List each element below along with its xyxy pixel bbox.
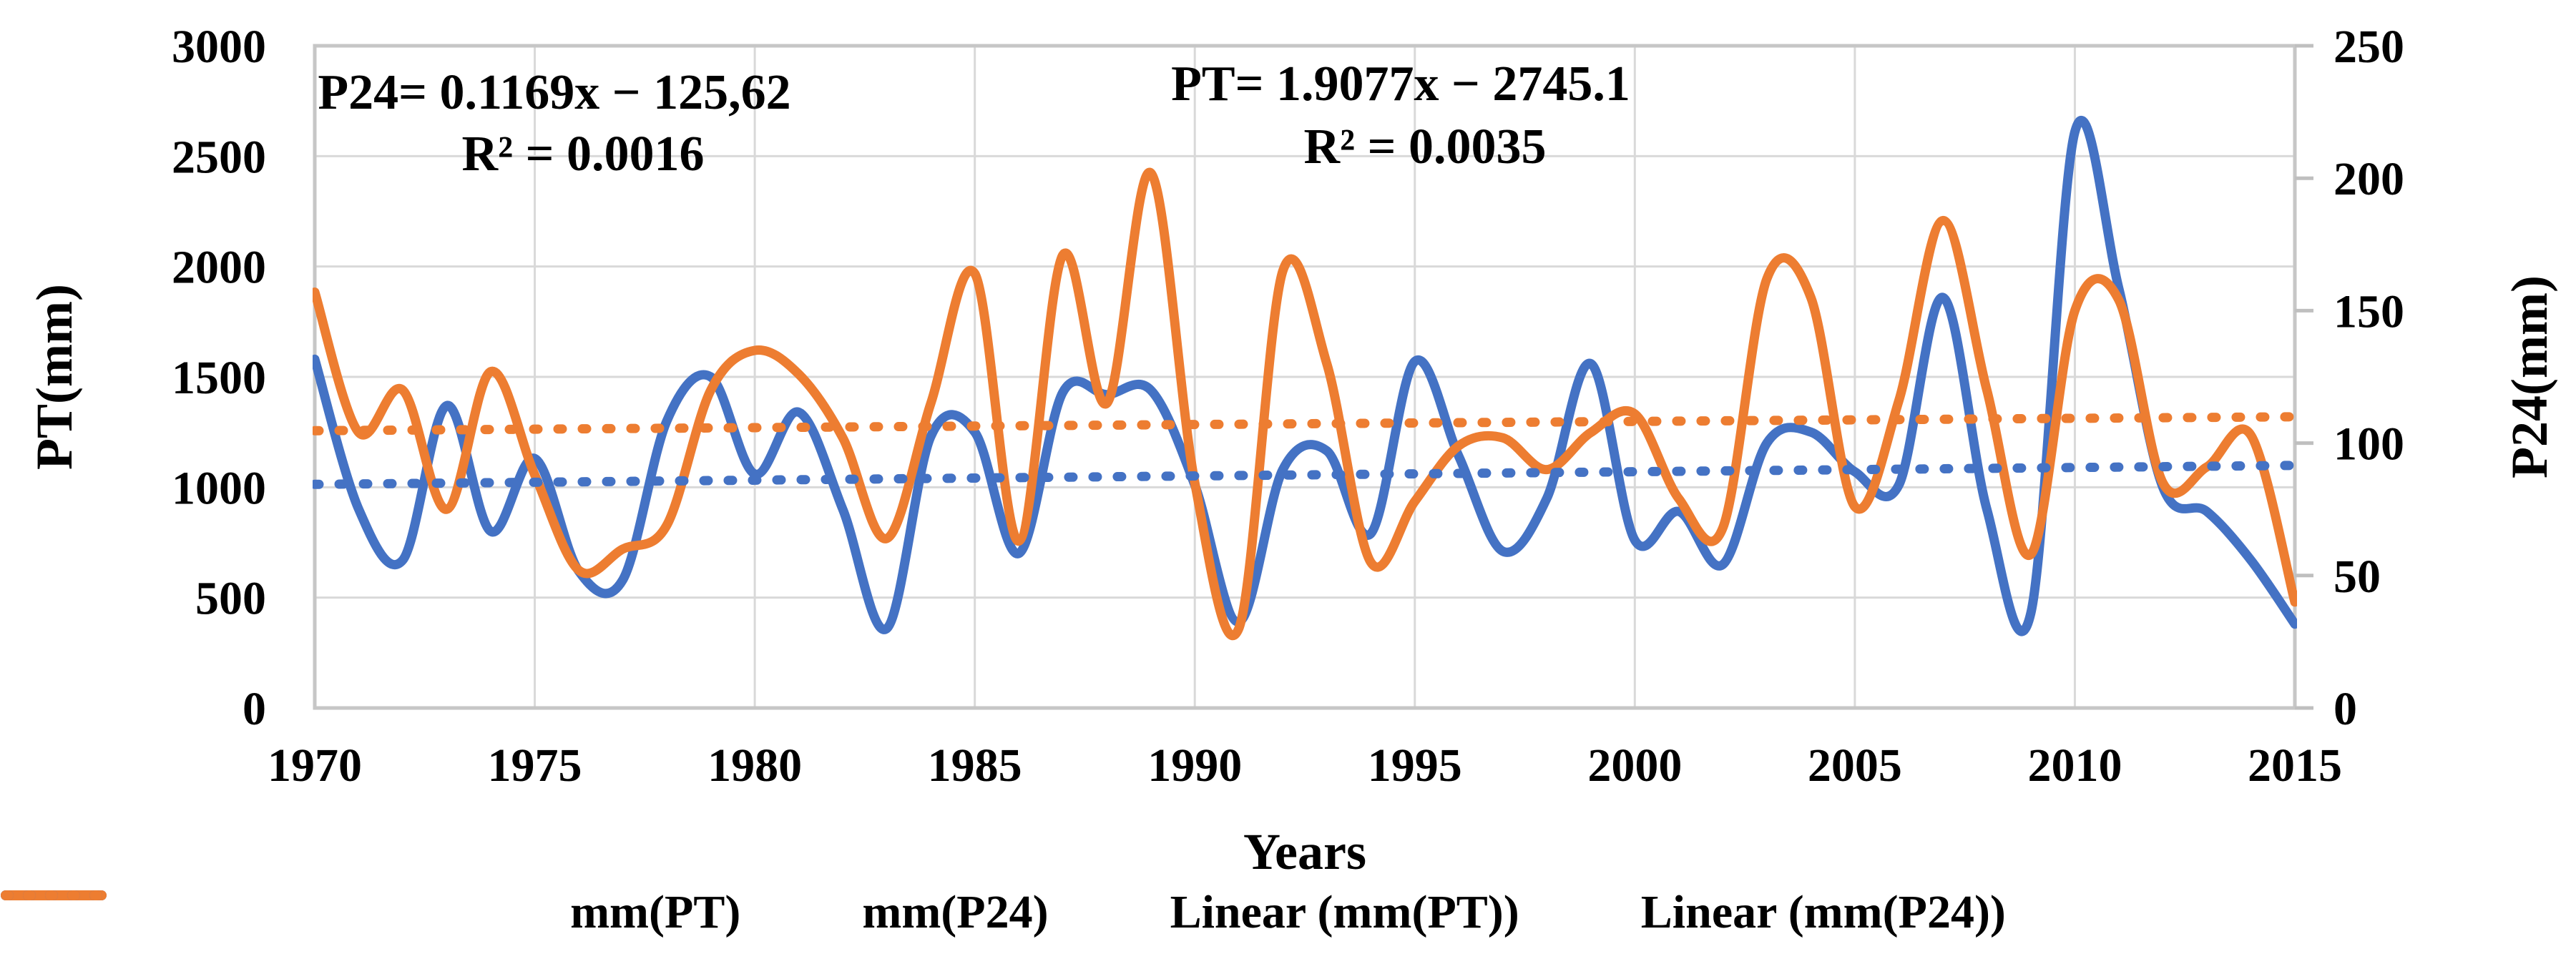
legend-label: Linear (mm(P24)) [1640, 886, 2006, 938]
x-axis-tick-label: 2005 [1808, 739, 1902, 792]
x-axis-tick-label: 2015 [2248, 739, 2342, 792]
p24-curve [313, 167, 2297, 640]
right-axis-tick-label: 200 [2333, 153, 2404, 205]
left-axis-tick-label: 500 [195, 573, 266, 625]
right-axis-tick-marks [2295, 44, 2313, 710]
left-axis-tick-label: 1500 [172, 352, 266, 404]
chart-legend: mm(PT) mm(P24) Linear (mm(PT)) Linear (mm(P… [0, 885, 2576, 940]
legend-label: mm(P24) [862, 886, 1049, 938]
right-axis-tick-label: 100 [2333, 418, 2404, 471]
plot-border [313, 44, 2297, 710]
right-axis-title: P24(mm) [2501, 275, 2558, 478]
right-axis-tick-label: 0 [2333, 683, 2357, 735]
left-axis-title: PT(mm) [26, 284, 83, 470]
pt-equation-line1: PT= 1.9077x − 2745.1 [1171, 56, 1630, 112]
legend-item-linear-mm-pt-: Linear (mm(PT)) [1, 885, 1519, 940]
data-curves [313, 115, 2297, 640]
x-axis-tick-label: 1995 [1368, 739, 1462, 792]
pt-trendline [313, 461, 2297, 489]
legend-dotted-line-sample [1, 890, 107, 900]
right-axis-tick-label: 250 [2333, 21, 2404, 73]
right-axis-tick-label: 50 [2333, 551, 2381, 603]
legend-item-mm-pt-: mm(PT) [1, 885, 741, 940]
pt-equation-line2: R² = 0.0035 [1304, 119, 1547, 174]
legend-item-linear-mm-p24-: Linear (mm(P24)) [1, 885, 2006, 940]
left-axis-tick-label: 3000 [172, 21, 266, 73]
p24-trendline [313, 412, 2297, 436]
x-axis-tick-label: 1985 [928, 739, 1022, 792]
x-axis-tick-label: 1975 [488, 739, 582, 792]
axis-tick-labels: 3000250020001500100050002502001501005001… [172, 21, 2404, 792]
left-axis-tick-label: 2500 [172, 131, 266, 183]
x-axis-tick-label: 1990 [1147, 739, 1242, 792]
left-axis-tick-label: 2000 [172, 242, 266, 294]
left-axis-tick-label: 0 [243, 683, 266, 735]
right-axis-tick-label: 150 [2333, 285, 2404, 338]
x-axis-title: Years [1243, 823, 1366, 880]
x-axis-tick-label: 2000 [1587, 739, 1682, 792]
x-axis-tick-label: 1970 [268, 739, 362, 792]
left-axis-tick-label: 1000 [172, 462, 266, 514]
legend-item-mm-p24-: mm(P24) [1, 885, 1049, 940]
p24-equation-line2: R² = 0.0016 [462, 127, 705, 182]
legend-label: mm(PT) [570, 886, 741, 938]
x-axis-tick-label: 2010 [2027, 739, 2122, 792]
x-axis-tick-label: 1980 [707, 739, 802, 792]
p24-equation-line1: P24= 0.1169x − 125,62 [318, 65, 790, 120]
legend-label: Linear (mm(PT)) [1170, 886, 1519, 938]
